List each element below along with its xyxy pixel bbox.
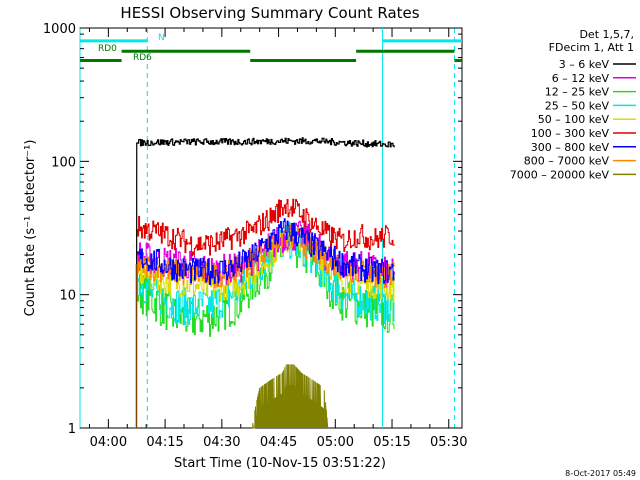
series-line-0 [135,137,395,429]
series-line-4 [136,226,395,303]
state-bar-label: RD0 [98,44,117,54]
plot-frame [79,27,463,429]
y-axis: 1 10 100 1000 [43,22,462,437]
x-tick-label: 05:30 [430,435,467,450]
x-tick-label: 05:15 [373,435,410,450]
y-axis-label: Count Rate (s⁻¹ detector⁻¹) [23,140,38,317]
y-tick-label: 10 [59,289,76,304]
legend-entry-label: 800 – 7000 keV [524,155,610,168]
legend-header-line: FDecim 1, Att 1 [549,41,634,54]
legend-entry-label: 300 – 800 keV [531,141,610,154]
legend-entry-label: 6 – 12 keV [552,72,610,85]
x-axis-label: Start Time (10-Nov-15 03:51:22) [174,456,386,471]
legend-header-line: Det 1,5,7, [579,28,634,41]
plot-area: 1 10 100 1000 04:00 04:15 04:30 04:45 05:00 05:15… [43,22,468,450]
y-tick-label: 1 [68,422,76,437]
state-bar-label: N [158,33,165,43]
series-line-8 [252,364,329,429]
x-tick-label: 04:15 [146,435,183,450]
state-bar-label: RD6 [133,53,152,63]
chart-title: HESSI Observing Summary Count Rates [120,4,419,22]
legend-entry-label: 12 – 25 keV [545,86,610,99]
x-tick-label: 04:00 [90,435,127,450]
footer-timestamp: 8-Oct-2017 05:49 [565,469,636,478]
legend-entry-label: 50 – 100 keV [538,113,610,126]
legend-entry-label: 25 – 50 keV [545,99,610,112]
legend-entry-label: 3 – 6 keV [559,58,610,71]
y-tick-label: 1000 [43,22,76,37]
series-line-5 [136,198,395,257]
state-bars: N RD0 RD6 [80,33,462,63]
x-tick-label: 05:00 [317,435,354,450]
y-tick-label: 100 [51,155,76,170]
x-tick-label: 04:30 [203,435,240,450]
series-line-6 [136,218,395,286]
x-axis: 04:00 04:15 04:30 04:45 05:00 05:15 05:30 [88,28,467,450]
legend-entry-label: 100 – 300 keV [531,127,610,140]
x-tick-label: 04:45 [260,435,297,450]
legend-entry-label: 7000 – 20000 keV [510,168,610,181]
